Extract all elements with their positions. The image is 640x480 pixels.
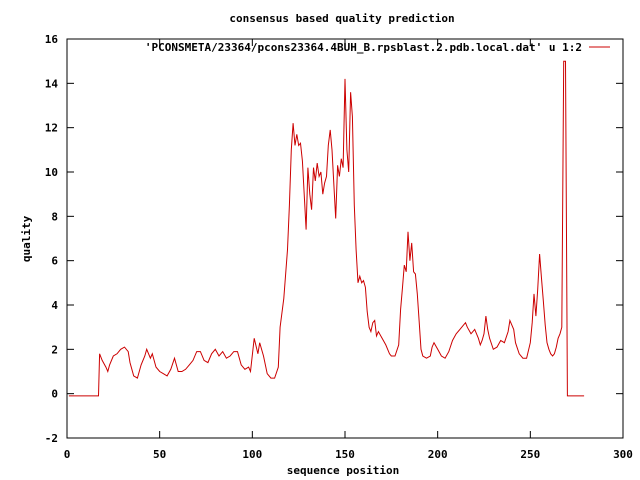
x-tick-label-5: 250: [520, 448, 540, 461]
chart-title: consensus based quality prediction: [229, 12, 454, 25]
legend-entry-label: 'PCONSMETA/23364/pcons23364.4BUH_B.rpsbl…: [145, 41, 582, 54]
plot-frame: [66, 38, 624, 439]
series-line-quality: [68, 60, 585, 397]
y-tick-label-5: 8: [51, 210, 58, 223]
y-tick-label-2: 2: [51, 343, 58, 356]
y-tick-label-3: 4: [51, 299, 58, 312]
y-tick-label-0: -2: [45, 432, 58, 445]
y-tick-label-6: 10: [45, 166, 58, 179]
y-tick-label-9: 16: [45, 33, 59, 46]
y-tick-label-7: 12: [45, 122, 58, 135]
tick-labels: 0 50 100 150 200 250 300 -2 0 2 4 6 8 10 12 14 16: [45, 33, 633, 461]
y-tick-label-4: 6: [51, 255, 58, 268]
y-axis-label: quality: [20, 215, 33, 262]
x-tick-label-2: 100: [242, 448, 262, 461]
x-tick-label-3: 150: [335, 448, 355, 461]
x-axis-label: sequence position: [287, 464, 400, 477]
x-tick-label-0: 0: [64, 448, 71, 461]
x-tick-label-4: 200: [428, 448, 448, 461]
legend: 'PCONSMETA/23364/pcons23364.4BUH_B.rpsbl…: [145, 41, 610, 54]
y-tick-label-1: 0: [51, 388, 58, 401]
x-tick-label-1: 50: [153, 448, 166, 461]
y-tick-label-8: 14: [45, 77, 59, 90]
x-tick-label-6: 300: [613, 448, 633, 461]
